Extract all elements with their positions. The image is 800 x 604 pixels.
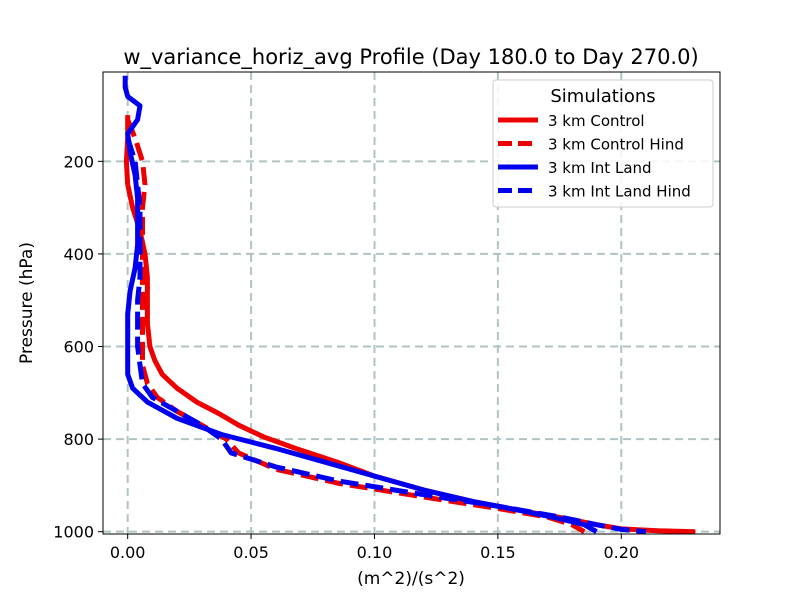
- x-axis: 0.00 0.05 0.10 0.15 0.20: [110, 534, 639, 562]
- series-group: [122, 75, 696, 534]
- legend-box: [492, 79, 714, 208]
- y-axis: 200 400 600 800 1000: [53, 152, 103, 542]
- legend-label-3-km-int-land-hind: 3 km Int Land Hind: [548, 183, 691, 201]
- x-tick-label: 0.15: [480, 543, 516, 562]
- y-tick-label: 200: [63, 152, 94, 171]
- y-axis-label: Pressure (hPa): [17, 242, 37, 364]
- legend-label-3-km-int-land: 3 km Int Land: [548, 159, 652, 177]
- legend-title: Simulations: [550, 86, 655, 107]
- plot-frame: [102, 71, 721, 535]
- y-tick-label: 800: [63, 430, 94, 449]
- legend: Simulations 3 km Control 3 km Control Hin…: [492, 79, 714, 208]
- legend-label-3-km-control: 3 km Control: [548, 112, 645, 130]
- series-line-3-km-int-land: [122, 75, 598, 534]
- legend-label-3-km-control-hind: 3 km Control Hind: [548, 136, 684, 154]
- series-line-3-km-int-land-hind: [125, 137, 647, 534]
- legend-entries: 3 km Control 3 km Control Hind 3 km Int La…: [498, 112, 691, 201]
- x-tick-label: 0.10: [357, 543, 393, 562]
- x-tick-label: 0.20: [603, 543, 639, 562]
- x-axis-label: (m^2)/(s^2): [357, 569, 465, 589]
- chart-title: w_variance_horiz_avg Profile (Day 180.0 …: [123, 45, 698, 70]
- y-tick-label: 600: [63, 338, 94, 357]
- x-tick-label: 0.05: [233, 543, 269, 562]
- y-tick-label: 1000: [53, 523, 94, 542]
- y-tick-label: 400: [63, 245, 94, 264]
- x-tick-label: 0.00: [110, 543, 146, 562]
- series-line-3-km-control-hind: [125, 118, 586, 534]
